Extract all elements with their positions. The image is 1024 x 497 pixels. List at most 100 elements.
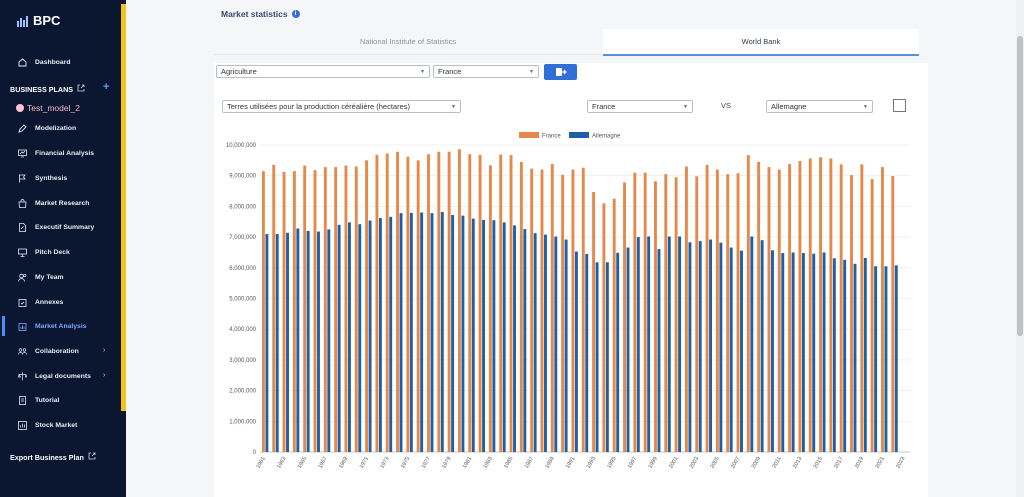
bar-france bbox=[313, 170, 317, 452]
sidebar-item-modelization[interactable]: Modelization bbox=[0, 118, 121, 138]
y-tick-label: 1,000,000 bbox=[229, 419, 256, 425]
app-logo[interactable]: BPC bbox=[16, 13, 60, 28]
tab-world-bank[interactable]: World Bank bbox=[603, 29, 919, 56]
indicator-select[interactable]: Terres utilisées pour la production céré… bbox=[222, 100, 461, 113]
bar-allemagne bbox=[574, 251, 578, 452]
sidebar-item-annexes[interactable]: Annexes bbox=[0, 292, 121, 312]
bar-allemagne bbox=[461, 215, 465, 452]
bar-france bbox=[509, 155, 513, 453]
sidebar-item-executif-summary[interactable]: Executif Summary bbox=[0, 217, 121, 237]
sidebar-item-dashboard[interactable]: Dashboard bbox=[0, 52, 121, 72]
export-business-plan-link[interactable]: Export Business Plan bbox=[10, 452, 96, 462]
scrollbar-thumb[interactable] bbox=[1017, 36, 1023, 336]
x-tick-label: 1973 bbox=[379, 456, 390, 470]
x-tick-label: 1979 bbox=[441, 456, 452, 470]
chevron-right-icon[interactable]: › bbox=[103, 372, 106, 379]
model-selector[interactable]: Test_model_2 bbox=[16, 103, 80, 113]
sidebar-item-my-team[interactable]: My Team bbox=[0, 267, 121, 287]
external-link-icon bbox=[77, 84, 85, 94]
chevron-down-icon: ▼ bbox=[420, 69, 425, 75]
y-tick-label: 5,000,000 bbox=[229, 297, 256, 303]
bar-france bbox=[612, 198, 616, 452]
bar-allemagne bbox=[636, 237, 640, 452]
tab-national-institute[interactable]: National Institute of Statistics bbox=[214, 29, 602, 55]
sidebar-item-label: Collaboration bbox=[35, 347, 79, 355]
users-icon bbox=[18, 273, 27, 282]
tab-label: National Institute of Statistics bbox=[359, 37, 457, 46]
bar-france bbox=[891, 176, 895, 452]
bar-allemagne bbox=[554, 236, 558, 452]
add-plan-button[interactable]: + bbox=[103, 81, 110, 93]
bar-allemagne bbox=[451, 214, 455, 452]
sidebar-item-label: Market Analysis bbox=[35, 322, 87, 330]
bar-allemagne bbox=[812, 253, 816, 452]
model-dot-icon bbox=[16, 104, 24, 112]
sidebar-item-pitch-deck[interactable]: Pitch Deck bbox=[0, 242, 121, 262]
x-tick-label: 2023 bbox=[895, 456, 906, 470]
bar-allemagne bbox=[616, 252, 620, 452]
bar-france bbox=[705, 164, 709, 452]
bar-france bbox=[447, 151, 451, 452]
bar-allemagne bbox=[760, 240, 764, 452]
monitor-chart-icon bbox=[18, 149, 27, 158]
bar-france bbox=[488, 165, 492, 452]
sidebar-item-tutorial[interactable]: Tutorial bbox=[0, 390, 121, 410]
page-title-text: Market statistics bbox=[221, 9, 288, 19]
x-tick-label: 1967 bbox=[317, 456, 328, 470]
x-tick-label: 1969 bbox=[338, 456, 349, 470]
bar-allemagne bbox=[389, 216, 393, 452]
sidebar-accent-bar bbox=[121, 4, 126, 411]
group-icon bbox=[18, 347, 27, 356]
clipboard-check-icon bbox=[18, 298, 27, 307]
y-tick-label: 2,000,000 bbox=[229, 389, 256, 395]
bar-allemagne bbox=[863, 257, 867, 452]
bar-france bbox=[396, 151, 399, 452]
export-button[interactable] bbox=[544, 64, 577, 80]
info-icon[interactable]: i bbox=[291, 10, 300, 18]
compare-checkbox[interactable] bbox=[893, 99, 906, 112]
bar-france bbox=[726, 174, 730, 452]
bar-allemagne bbox=[822, 252, 826, 452]
bar-france bbox=[458, 149, 461, 452]
legend-swatch bbox=[569, 132, 589, 138]
bar-france bbox=[643, 172, 647, 452]
bar-france bbox=[282, 172, 286, 452]
x-tick-label: 1985 bbox=[503, 456, 514, 470]
sidebar-item-financial-analysis[interactable]: Financial Analysis bbox=[0, 143, 121, 163]
x-tick-label: 2019 bbox=[854, 456, 865, 470]
compare-b-select[interactable]: Allemagne ▼ bbox=[766, 100, 873, 113]
bar-allemagne bbox=[368, 220, 372, 452]
compare-a-select[interactable]: France ▼ bbox=[587, 100, 693, 113]
bar-france bbox=[664, 174, 668, 452]
bar-allemagne bbox=[894, 265, 898, 452]
sidebar-item-label: Modelization bbox=[35, 124, 77, 132]
y-tick-label: 0 bbox=[253, 450, 257, 456]
model-name: Test_model_2 bbox=[27, 103, 80, 113]
sidebar-item-label: Executif Summary bbox=[35, 223, 95, 231]
sidebar-item-legal-documents[interactable]: Legal documents bbox=[0, 366, 121, 386]
bar-france bbox=[850, 175, 853, 452]
bar-france bbox=[808, 158, 812, 452]
section-label: BUSINESS PLANS bbox=[10, 84, 74, 94]
bar-allemagne bbox=[709, 239, 712, 452]
x-tick-label: 2013 bbox=[792, 456, 803, 470]
chevron-right-icon[interactable]: › bbox=[103, 347, 106, 354]
sidebar-item-collaboration[interactable]: Collaboration bbox=[0, 341, 121, 361]
sidebar-item-synthesis[interactable]: Synthesis bbox=[0, 168, 121, 188]
bar-france bbox=[427, 154, 430, 452]
sidebar-item-market-research[interactable]: Market Research bbox=[0, 193, 121, 213]
bar-france bbox=[654, 181, 657, 452]
external-link-icon bbox=[88, 452, 96, 462]
sector-select[interactable]: Agriculture ▼ bbox=[216, 65, 430, 78]
x-tick-label: 1963 bbox=[276, 456, 287, 470]
y-tick-label: 9,000,000 bbox=[229, 174, 256, 180]
country-select[interactable]: France ▼ bbox=[433, 65, 539, 78]
bar-allemagne bbox=[801, 253, 805, 452]
sidebar-item-stock-market[interactable]: Stock Market bbox=[0, 415, 121, 435]
bar-allemagne bbox=[286, 232, 289, 452]
bar-allemagne bbox=[347, 222, 351, 452]
bar-france bbox=[334, 167, 338, 452]
business-plans-header[interactable]: BUSINESS PLANS bbox=[10, 84, 85, 94]
sidebar-item-market-analysis[interactable]: Market Analysis bbox=[0, 316, 121, 336]
bar-allemagne bbox=[513, 225, 516, 452]
